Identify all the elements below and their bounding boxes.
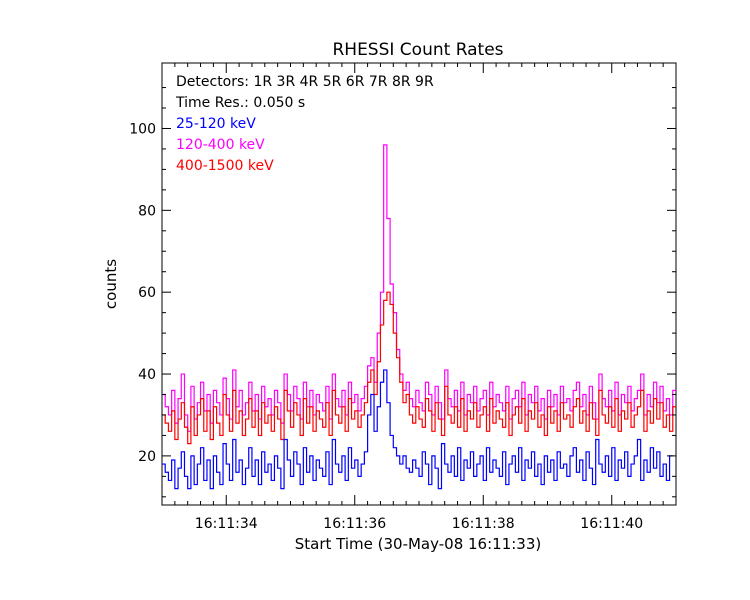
annotation-text: Detectors: 1R 3R 4R 5R 6R 7R 8R 9R bbox=[176, 74, 434, 90]
x-tick-label: 16:11:38 bbox=[452, 516, 515, 532]
y-tick-label: 40 bbox=[138, 367, 156, 383]
x-tick-label: 16:11:40 bbox=[580, 516, 643, 532]
y-tick-label: 100 bbox=[129, 121, 156, 137]
annotation-text: 400-1500 keV bbox=[176, 158, 274, 174]
x-tick-label: 16:11:36 bbox=[323, 516, 386, 532]
plot-area: 20 40 60 80 100 16:11:34 16:11:36 16:11:38 16:11… bbox=[129, 62, 677, 532]
ticks-layer: 20 40 60 80 100 16:11:34 16:11:36 16:11:38 16:11… bbox=[129, 63, 676, 532]
y-tick-label: 60 bbox=[138, 285, 156, 301]
series-layer bbox=[162, 144, 676, 490]
y-axis-label: counts bbox=[102, 259, 120, 309]
annotation-layer: Detectors: 1R 3R 4R 5R 6R 7R 8R 9R Time R… bbox=[175, 74, 434, 174]
annotation-text: 120-400 keV bbox=[176, 137, 265, 153]
series-line-400-1500-kev bbox=[162, 291, 676, 445]
series-line-120-400-kev bbox=[162, 144, 676, 432]
y-tick-label: 80 bbox=[138, 203, 156, 219]
series-line-25-120-kev bbox=[162, 369, 673, 490]
y-tick-label: 20 bbox=[138, 449, 156, 465]
x-axis-label: Start Time (30-May-08 16:11:33) bbox=[295, 535, 541, 553]
annotation-text: 25-120 keV bbox=[176, 116, 256, 132]
x-tick-label: 16:11:34 bbox=[195, 516, 258, 532]
chart-title: RHESSI Count Rates bbox=[332, 40, 503, 60]
annotation-text: Time Res.: 0.050 s bbox=[175, 95, 305, 111]
